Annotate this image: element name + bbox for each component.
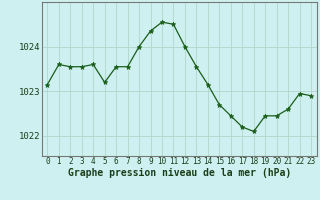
X-axis label: Graphe pression niveau de la mer (hPa): Graphe pression niveau de la mer (hPa)	[68, 168, 291, 178]
